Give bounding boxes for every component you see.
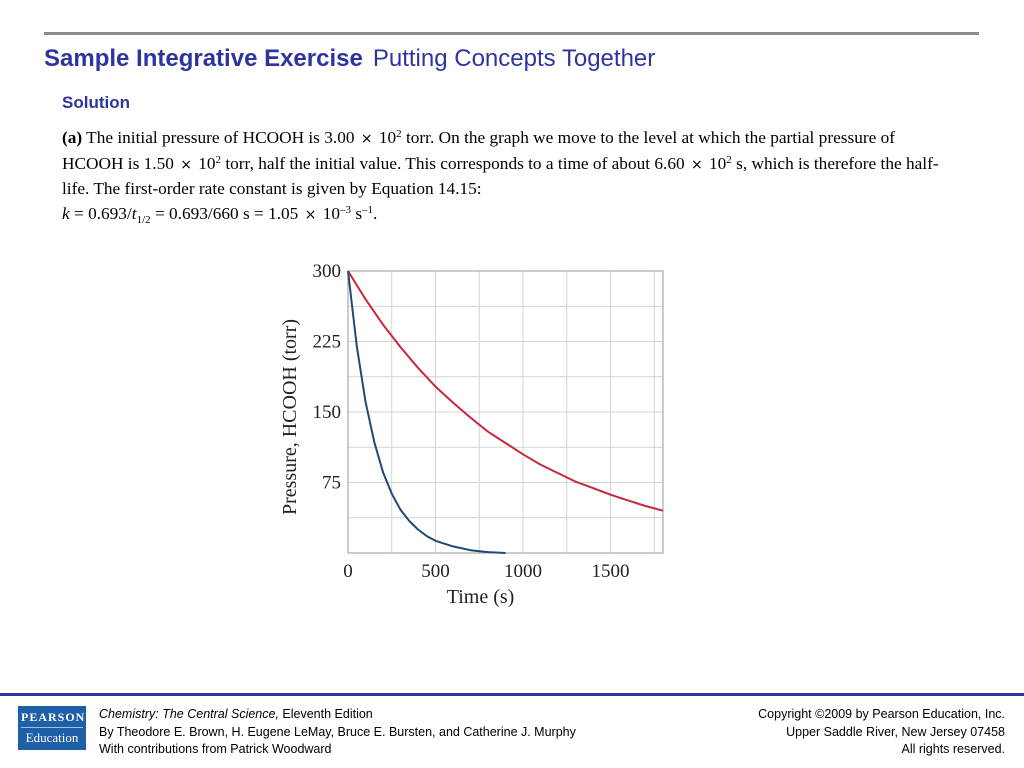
times-sign: × bbox=[690, 156, 703, 173]
top-rule bbox=[44, 32, 979, 35]
text-s1: The initial pressure of HCOOH is 3.00 bbox=[86, 128, 355, 147]
ten: 10 bbox=[198, 153, 216, 173]
pearson-logo: PEARSON Education bbox=[18, 706, 86, 750]
logo-bottom: Education bbox=[25, 730, 79, 745]
text-s3: torr, half the initial value. This corre… bbox=[225, 153, 685, 173]
exponent: 2 bbox=[726, 153, 732, 166]
text-s6: = 0.693/660 s = 1.05 bbox=[154, 203, 299, 223]
slide-title: Sample Integrative Exercise Putting Conce… bbox=[44, 45, 655, 73]
y-tick-label: 225 bbox=[313, 332, 342, 353]
exponent: –3 bbox=[340, 203, 351, 216]
y-tick-label: 300 bbox=[313, 262, 342, 282]
copyright-line: Copyright ©2009 by Pearson Education, In… bbox=[758, 707, 1005, 721]
exponent: 2 bbox=[396, 128, 402, 140]
text-s8: . bbox=[373, 203, 378, 223]
address-line: Upper Saddle River, New Jersey 07458 bbox=[786, 724, 1005, 739]
series-line bbox=[347, 270, 506, 554]
t-variable: t bbox=[131, 203, 137, 223]
ten: 10 bbox=[322, 203, 340, 223]
ten: 10 bbox=[709, 153, 727, 173]
times-sign: × bbox=[304, 206, 317, 223]
footer-rule bbox=[0, 693, 1024, 696]
half-subscript: 1/2 bbox=[136, 213, 151, 226]
times-sign: × bbox=[360, 131, 373, 147]
rights-line: All rights reserved. bbox=[901, 742, 1005, 756]
footer-copyright: Copyright ©2009 by Pearson Education, In… bbox=[758, 706, 1005, 759]
text-s5: = 0.693/ bbox=[74, 203, 132, 223]
footer-citation: Chemistry: The Central Science, Eleventh… bbox=[99, 706, 576, 759]
x-tick-label: 0 bbox=[343, 561, 353, 582]
text-s4: s, which is therefore the half-life. The… bbox=[62, 153, 939, 199]
y-axis-label: Pressure, HCOOH (torr) bbox=[279, 319, 301, 515]
y-tick-labels: 75 150 225 300 bbox=[313, 262, 342, 494]
section-heading: Solution bbox=[62, 93, 130, 112]
series-group bbox=[347, 270, 664, 554]
title-main: Sample Integrative Exercise bbox=[44, 45, 363, 72]
book-title: Chemistry: The Central Science, bbox=[99, 707, 279, 721]
x-tick-label: 500 bbox=[421, 561, 450, 582]
y-tick-label: 75 bbox=[322, 473, 341, 494]
authors: By Theodore E. Brown, H. Eugene LeMay, B… bbox=[99, 724, 576, 739]
ten: 10 bbox=[378, 128, 397, 147]
x-tick-label: 1000 bbox=[504, 561, 542, 582]
times-sign: × bbox=[180, 156, 192, 173]
text-s2: torr. On the graph we move to the level … bbox=[62, 128, 895, 173]
exponent: –1 bbox=[362, 203, 374, 216]
grid bbox=[348, 271, 663, 553]
part-label: (a) bbox=[62, 128, 83, 147]
solution-paragraph: (a) The initial pressure of HCOOH is 3.0… bbox=[62, 126, 942, 227]
title-sub: Putting Concepts Together bbox=[372, 45, 656, 72]
pressure-time-chart: 0 500 1000 1500 75 150 225 300 Time (s) Pressu… bbox=[279, 262, 664, 608]
contributions: With contributions from Patrick Woodward bbox=[99, 742, 332, 756]
edition: Eleventh Edition bbox=[278, 707, 373, 721]
y-tick-label: 150 bbox=[313, 402, 342, 423]
x-tick-labels: 0 500 1000 1500 bbox=[343, 561, 629, 582]
series-line bbox=[347, 270, 664, 512]
exponent: 2 bbox=[215, 153, 222, 166]
x-tick-label: 1500 bbox=[592, 561, 630, 582]
k-variable: k bbox=[62, 203, 70, 223]
text-s7: s bbox=[351, 203, 363, 223]
logo-top: PEARSON bbox=[21, 706, 84, 728]
x-axis-label: Time (s) bbox=[447, 586, 515, 608]
